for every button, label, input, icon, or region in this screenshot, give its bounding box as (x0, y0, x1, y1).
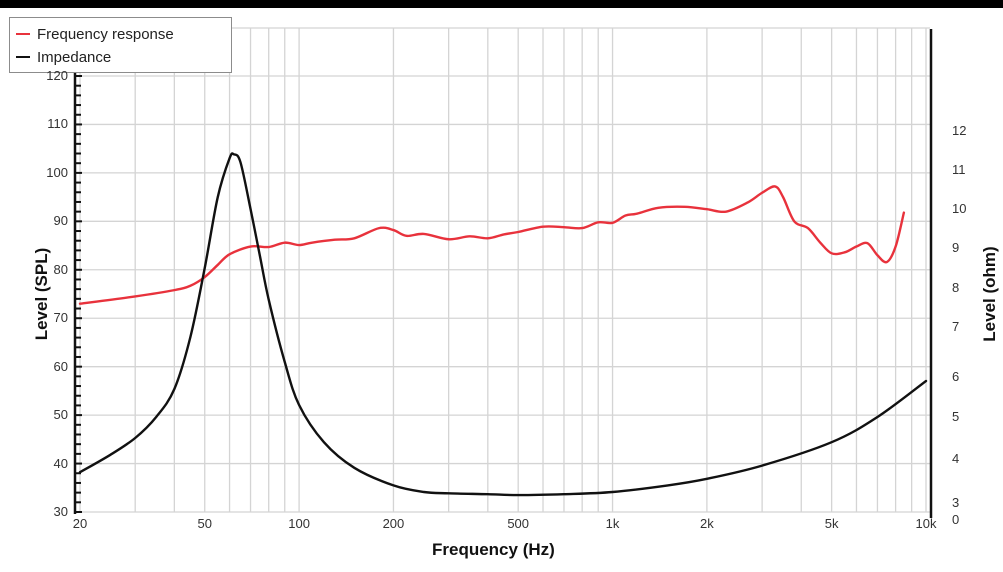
x-tick-label: 1k (605, 516, 620, 531)
y-right-tick-label: 5 (952, 409, 960, 424)
y-right-tick-label: 10 (952, 201, 967, 216)
y-right-tick-label: 11 (952, 162, 966, 177)
y-left-tick-label: 70 (53, 310, 68, 326)
x-tick-label: 20 (72, 516, 88, 531)
y-left-tick-label: 60 (53, 358, 68, 374)
y-left-tick-label: 90 (53, 213, 68, 229)
legend-label: Impedance (37, 48, 112, 66)
x-tick-label: 50 (197, 516, 212, 531)
x-tick-label: 100 (288, 516, 310, 531)
legend-item-frequency-response: Frequency response (16, 24, 174, 44)
x-tick-label: 10k (915, 516, 937, 531)
y-left-tick-label: 30 (53, 504, 68, 519)
chart-canvas: Frequency response Impedance Frequency (… (0, 8, 1003, 572)
y-right-tick-label: 8 (952, 280, 960, 295)
y-right-tick-label: 3 (952, 495, 960, 510)
x-tick-label: 500 (507, 516, 530, 531)
y-left-tick-label: 100 (46, 164, 68, 180)
x-tick-label: 5k (824, 516, 839, 531)
plot-area (73, 27, 933, 518)
y-left-axis-title: Level (SPL) (32, 247, 51, 341)
x-tick-label: 200 (382, 516, 405, 531)
legend-swatch-black-line (16, 56, 30, 58)
y-left-tick-label: 80 (53, 261, 68, 277)
x-axis-title: Frequency (Hz) (432, 540, 555, 559)
y-right-tick-label: 6 (952, 369, 960, 384)
y-right-tick-label: 12 (952, 123, 967, 138)
frequency-response-curve (78, 185, 906, 305)
y-right-tick-label: 4 (952, 451, 960, 466)
y-right-tick-label: 9 (952, 240, 960, 255)
x-tick-label: 2k (700, 516, 714, 531)
y-left-tick-label: 50 (53, 407, 68, 423)
y-left-tick-label: 110 (47, 116, 68, 132)
y-right-axis-title: Level (ohm) (980, 246, 999, 342)
y-left-tick-label: 40 (53, 455, 68, 471)
legend-label: Frequency response (37, 25, 174, 43)
legend-item-impedance: Impedance (16, 47, 111, 67)
y-right-tick-label: 7 (952, 319, 960, 334)
impedance-curve (78, 152, 928, 497)
y-left-tick-label: 120 (46, 68, 68, 83)
legend-swatch-red-line (16, 33, 30, 35)
legend: Frequency response Impedance (9, 17, 232, 73)
y-right-tick-label: 0 (952, 512, 960, 527)
